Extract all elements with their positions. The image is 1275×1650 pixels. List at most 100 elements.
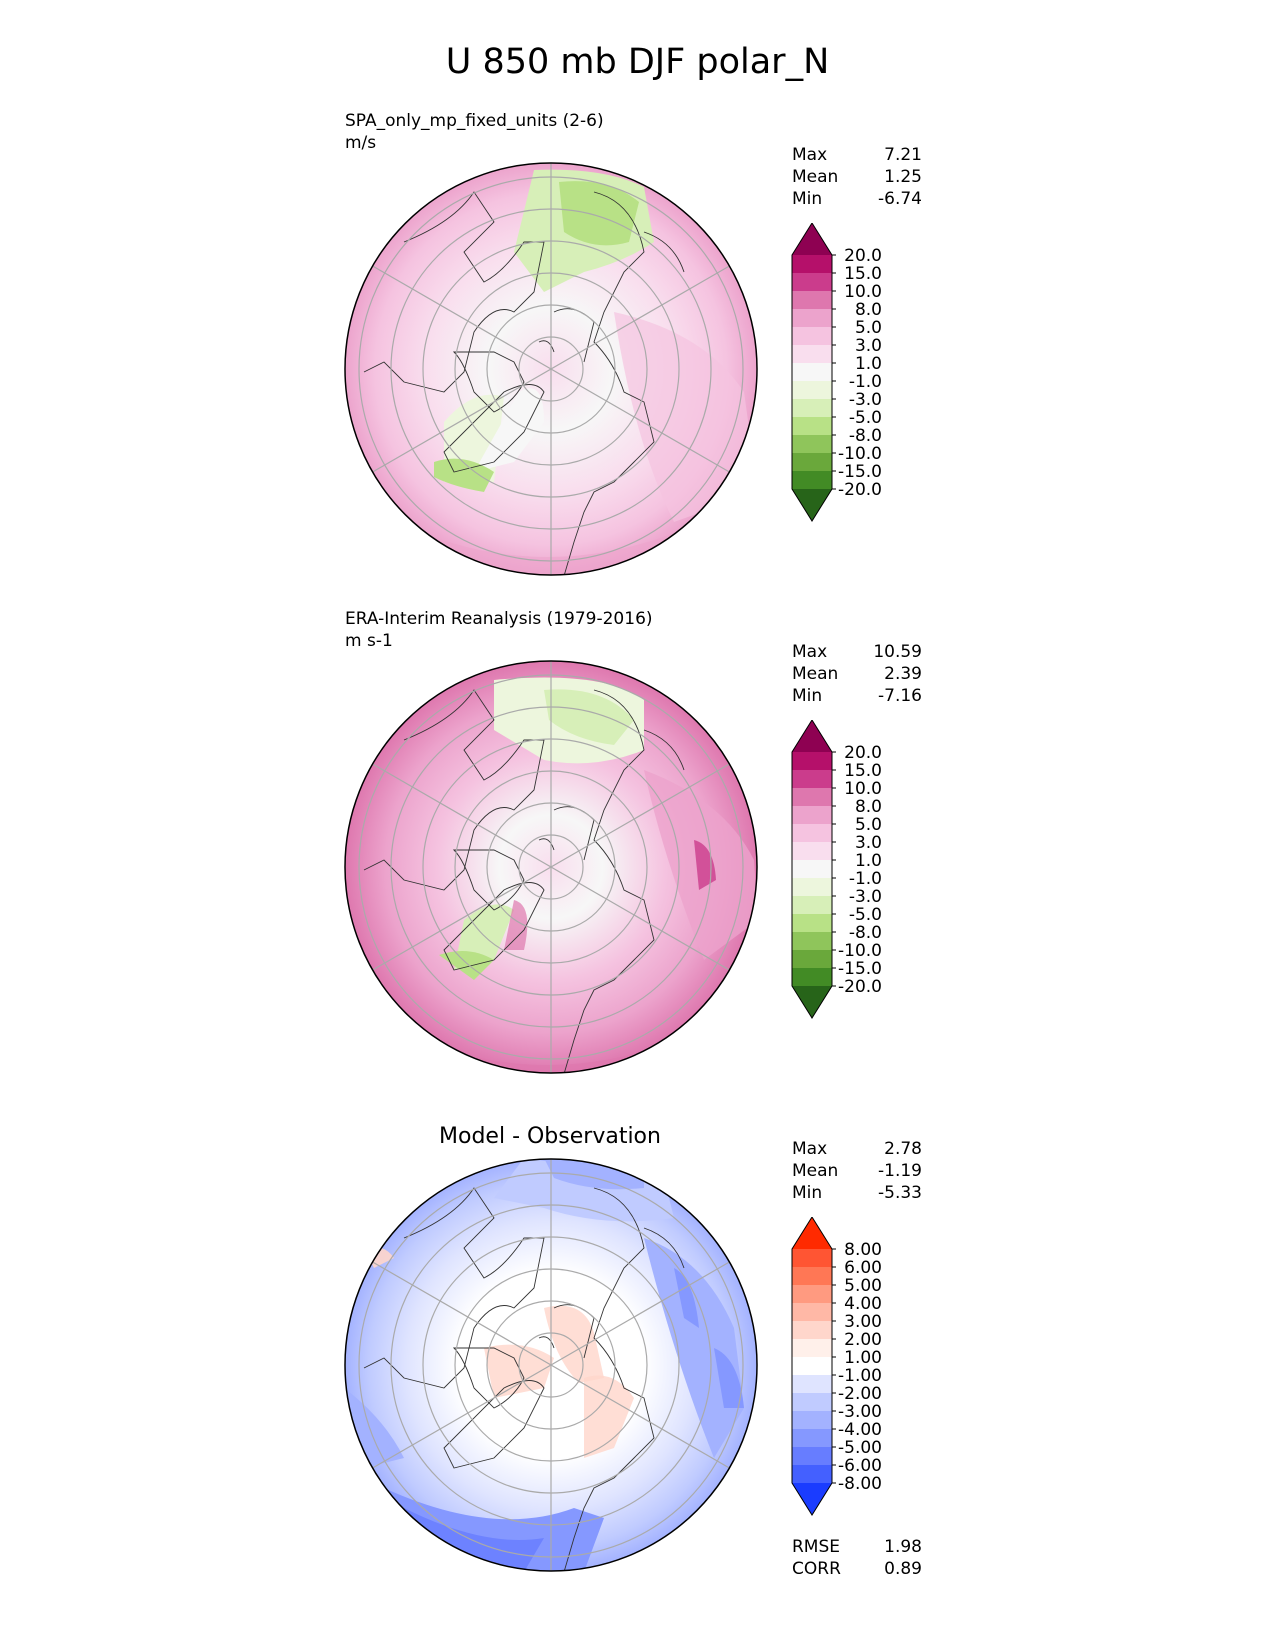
colorbar-tick-label: -15.0 xyxy=(838,462,882,482)
colorbar-segment xyxy=(792,489,832,521)
colorbar-tick-label: 1.0 xyxy=(855,354,882,374)
coastlines xyxy=(363,689,685,1073)
colorbar-tick-label: -5.0 xyxy=(849,408,882,428)
colorbar-segment xyxy=(792,223,832,255)
field-region-positive xyxy=(614,312,757,522)
colorbar-tick-label: 3.0 xyxy=(855,833,882,853)
panel-test-header: SPA_only_mp_fixed_units (2-6) m/s xyxy=(345,110,604,154)
colorbar-tick-label: 5.0 xyxy=(855,815,882,835)
metric-corr: CORR 0.89 xyxy=(792,1559,922,1579)
polar-map-diff xyxy=(344,1158,758,1572)
field-region-positive xyxy=(544,1305,604,1383)
colorbar-segment xyxy=(792,1285,832,1304)
colorbar-tick-label: 2.00 xyxy=(844,1330,882,1350)
colorbar-tick-label: -15.0 xyxy=(838,959,882,979)
colorbar-segment xyxy=(792,1375,832,1394)
stat-min: Min -6.74 xyxy=(792,189,922,209)
colorbar-tick-label: 1.00 xyxy=(844,1348,882,1368)
colorbar-tick-label: -3.0 xyxy=(849,887,882,907)
colorbar-segment xyxy=(792,770,832,789)
field-region-negative xyxy=(644,1238,744,1458)
colorbar-tick-label: -20.0 xyxy=(838,977,882,997)
colorbar-ref: 20.015.010.08.05.03.01.0-1.0-3.0-5.0-8.0… xyxy=(791,720,882,1019)
panel-diff-stats: Max 2.78 Mean -1.19 Min -5.33 xyxy=(792,1138,922,1204)
colorbar-tick-label: 20.0 xyxy=(844,743,882,763)
colorbar-segment xyxy=(792,327,832,346)
colorbar-tick-label: 4.00 xyxy=(844,1294,882,1314)
panel-test-stats: Max 7.21 Mean 1.25 Min -6.74 xyxy=(792,144,922,210)
colorbar-segment xyxy=(792,309,832,328)
colorbar-tick-label: -6.00 xyxy=(838,1456,882,1476)
colorbar-segment xyxy=(792,417,832,436)
graticule xyxy=(358,1159,744,1571)
colorbar-tick-label: 5.0 xyxy=(855,318,882,338)
colorbar-tick-label: -3.0 xyxy=(849,390,882,410)
colorbar-segment xyxy=(792,878,832,897)
colorbar-tick-label: -1.0 xyxy=(849,372,882,392)
colorbar-tick-label: 15.0 xyxy=(844,761,882,781)
colorbar-segment xyxy=(792,1411,832,1430)
colorbar-segment xyxy=(792,932,832,951)
stat-mean: Mean -1.19 xyxy=(792,1161,922,1181)
colorbar-segment xyxy=(792,950,832,969)
colorbar-tick-label: 8.0 xyxy=(855,797,882,817)
map-boundary xyxy=(344,1158,758,1572)
polar-map-ref xyxy=(344,660,758,1074)
colorbar-segment xyxy=(792,806,832,825)
colorbar-segment xyxy=(792,968,832,987)
colorbar-segment xyxy=(792,860,832,879)
colorbar-segment xyxy=(792,1447,832,1466)
polar-map-test xyxy=(344,162,758,576)
colorbar-tick-label: -8.00 xyxy=(838,1474,882,1494)
colorbar-segment xyxy=(792,986,832,1018)
colorbar-tick-label: 10.0 xyxy=(844,282,882,302)
stat-max: Max 7.21 xyxy=(792,145,922,165)
colorbar-segment xyxy=(792,345,832,364)
colorbar-segment xyxy=(792,1339,832,1358)
colorbar-segment xyxy=(792,896,832,915)
panel-ref-stats: Max 10.59 Mean 2.39 Min -7.16 xyxy=(792,641,922,707)
colorbar-segment xyxy=(792,399,832,418)
map-boundary xyxy=(344,660,758,1074)
field-region-neutral xyxy=(474,388,544,472)
colorbar-tick-label: -10.0 xyxy=(838,444,882,464)
colorbar-segment xyxy=(792,1249,832,1268)
map-boundary xyxy=(344,162,758,576)
panel-ref-title: ERA-Interim Reanalysis (1979-2016) xyxy=(345,609,653,629)
colorbar-segment xyxy=(792,1465,832,1484)
colorbar-tick-label: -10.0 xyxy=(838,941,882,961)
colorbar-tick-label: -5.0 xyxy=(849,905,882,925)
panel-test-units: m/s xyxy=(345,133,377,153)
colorbar-segment xyxy=(792,1429,832,1448)
colorbar-tick-label: -1.0 xyxy=(849,869,882,889)
graticule xyxy=(358,163,744,575)
coastlines xyxy=(363,1187,685,1571)
colorbar-segment xyxy=(792,1321,832,1340)
colorbar-segment xyxy=(792,752,832,771)
field-region-positive xyxy=(584,1375,634,1458)
colorbar-segment xyxy=(792,255,832,274)
graticule xyxy=(358,661,744,1073)
colorbar-segment xyxy=(792,720,832,752)
panel-ref-header: ERA-Interim Reanalysis (1979-2016) m s-1 xyxy=(345,608,653,652)
colorbar-tick-label: -5.00 xyxy=(838,1438,882,1458)
field-region-negative xyxy=(559,181,639,246)
colorbar-diff: 8.006.005.004.003.002.001.00-1.00-2.00-3… xyxy=(791,1217,882,1516)
colorbar-segment xyxy=(792,291,832,310)
stat-mean: Mean 2.39 xyxy=(792,664,922,684)
colorbar-segment xyxy=(792,435,832,454)
colorbar-tick-label: -2.00 xyxy=(838,1384,882,1404)
field-region-positive xyxy=(484,1344,554,1398)
colorbar-segment xyxy=(792,453,832,472)
colorbar-segment xyxy=(792,471,832,490)
colorbar-segment xyxy=(792,273,832,292)
colorbar-tick-label: 10.0 xyxy=(844,779,882,799)
panel-diff-title: Model - Observation xyxy=(439,1124,661,1149)
colorbar-segment xyxy=(792,381,832,400)
colorbar-segment xyxy=(792,1483,832,1515)
colorbar-segment xyxy=(792,1267,832,1286)
panel-test-title: SPA_only_mp_fixed_units (2-6) xyxy=(345,111,604,131)
colorbar-segment xyxy=(792,1303,832,1322)
colorbar-segment xyxy=(792,1357,832,1376)
stat-max: Max 2.78 xyxy=(792,1139,922,1159)
